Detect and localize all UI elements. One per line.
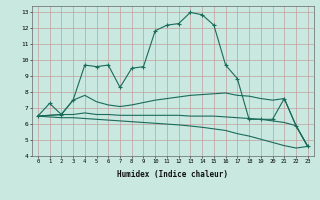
X-axis label: Humidex (Indice chaleur): Humidex (Indice chaleur) — [117, 170, 228, 179]
